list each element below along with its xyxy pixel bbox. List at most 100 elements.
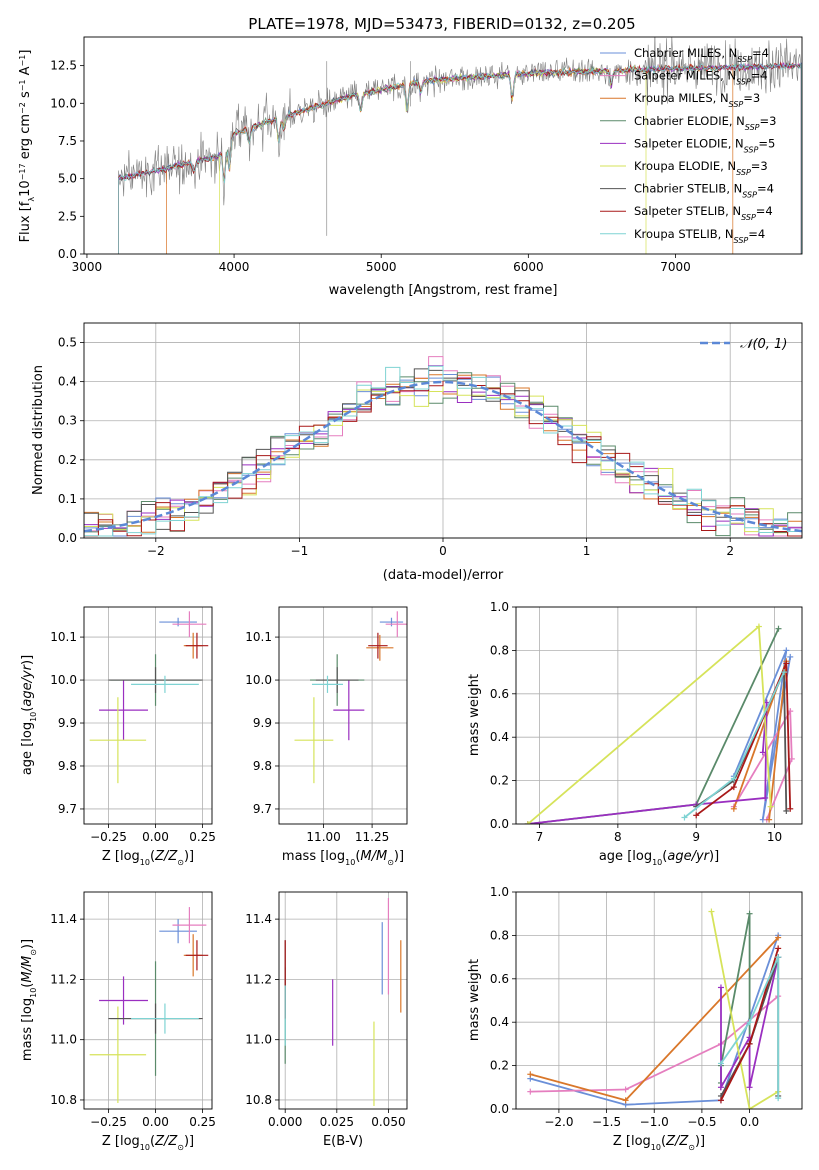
x-tick-label: 6000: [513, 260, 544, 274]
y-tick-label: 0.4: [490, 1015, 509, 1029]
label-part: ⊙: [29, 949, 38, 956]
axes-border: [515, 891, 803, 1110]
label-part: M/M: [360, 849, 387, 864]
z-age-axes: −0.25 0.00 0.25 9.7 9.8 9.9 10.0 10.1: [50, 606, 216, 844]
y-tick-label: 11.0: [245, 1033, 272, 1047]
y-tick-label: 5.0: [58, 172, 77, 186]
x-tick-label: 10: [767, 830, 782, 844]
label-part: ]: [18, 50, 33, 55]
legend-entry-tail: =3: [760, 114, 777, 128]
x-tick-label: −1: [291, 544, 309, 558]
axes-border: [83, 606, 213, 825]
figure-title: PLATE=1978, MJD=53473, FIBERID=0132, z=0…: [248, 15, 635, 33]
x-tick-label: 0.00: [142, 1115, 169, 1129]
x-tick-label: 7000: [660, 260, 691, 274]
x-tick-label: 0.0: [740, 1115, 759, 1129]
legend-entry-text: Chabrier ELODIE, N: [634, 114, 745, 128]
label-part: 10: [345, 858, 355, 867]
mass-weight-line: [733, 708, 793, 821]
x-axis-label: E(B-V): [323, 1134, 363, 1149]
y-axis-label: mass weight: [467, 959, 482, 1041]
z-weight-axes: −2.0 −1.5 −1.0 −0.5 0.0 0.0 0.2 0.4 0.6 0.8 1.0: [490, 885, 803, 1129]
label-part: ⊙: [387, 858, 394, 867]
spectrum-axes: 3000 4000 5000 6000 7000 0.0 2.5 5.0 7.5 10.0 12.5: [50, 36, 803, 274]
y-tick-label: 9.9: [58, 716, 77, 730]
label-part: age/yr: [20, 663, 35, 706]
label-part: age/yr: [667, 849, 710, 864]
y-tick-label: 10.0: [50, 96, 77, 110]
label-part: −1: [18, 79, 27, 91]
legend-entry: Kroupa STELIB, NSSP=4: [634, 227, 765, 245]
legend-entry: Chabrier STELIB, NSSP=4: [634, 182, 774, 200]
legend-entry-tail: =4: [752, 46, 769, 60]
label-part: )]: [709, 849, 719, 864]
y-tick-label: 0.6: [490, 972, 509, 986]
y-tick-label: 0.5: [58, 336, 77, 350]
label-part: (: [150, 849, 155, 864]
y-axis-label: Normed distribution: [31, 365, 46, 495]
label-part: 10: [651, 1143, 661, 1152]
label-part: Z/Z: [665, 1134, 689, 1149]
axes-frame: −2.0 −1.5 −1.0 −0.5 0.0 0.0 0.2 0.4 0.6 0.8 1.0: [490, 885, 803, 1129]
label-part: −1: [18, 55, 27, 67]
legend-entry: Salpeter ELODIE, NSSP=5: [634, 136, 775, 154]
mass-weight-line: [695, 663, 792, 817]
y-tick-label: 10.0: [245, 673, 272, 687]
y-tick-label: 9.8: [253, 759, 272, 773]
x-axis-label: wavelength [Angstrom, rest frame]: [329, 283, 558, 298]
y-tick-label: 9.7: [253, 802, 272, 816]
ebv-mass-axes: 0.000 0.025 0.050 10.8 11.0 11.2 11.4: [245, 891, 408, 1129]
histogram-step: [84, 365, 802, 538]
y-axis-label: Flux [fλ10−17 erg cm−2 s−1 A−1]: [18, 50, 36, 243]
x-axis-label: Z [log10(Z/Z⊙)]: [613, 1134, 705, 1152]
y-tick-label: 9.7: [58, 802, 77, 816]
label-part: )]: [184, 1134, 194, 1149]
label-part: Z/Z: [154, 1134, 178, 1149]
y-tick-label: 2.5: [58, 209, 77, 223]
legend-entry-tail: =3: [743, 91, 760, 105]
legend-entry-tail: =4: [756, 204, 773, 218]
y-tick-label: 0.4: [58, 375, 77, 389]
mass-weight-line: [527, 702, 768, 824]
residual-histogram-axes: −2 −1 0 1 2 0.0 0.1 0.2 0.3 0.4 0.5: [58, 322, 803, 558]
axes-border: [278, 891, 408, 1110]
y-tick-label: 0.3: [58, 414, 77, 428]
y-tick-label: 10.1: [245, 630, 272, 644]
label-part: 10: [652, 858, 662, 867]
x-axis-label: mass [log10(M/M⊙)]: [282, 849, 404, 867]
legend-entry-sub: SSP: [737, 55, 752, 64]
y-tick-label: 11.2: [50, 972, 77, 986]
model-spectrum-line: [118, 62, 802, 254]
label-part: ⊙: [177, 858, 184, 867]
x-tick-label: −2: [147, 544, 165, 558]
x-tick-label: −0.5: [687, 1115, 716, 1129]
label-part: (: [662, 849, 667, 864]
x-tick-label: 0: [439, 544, 447, 558]
y-tick-label: 11.4: [245, 912, 272, 926]
y-axis-label: age [log10(age/yr)]: [20, 655, 38, 775]
y-tick-label: 1.0: [490, 885, 509, 899]
legend-entry-sub: SSP: [741, 213, 756, 222]
x-tick-label: 0.050: [371, 1115, 405, 1129]
y-tick-label: 12.5: [50, 59, 77, 73]
label-part: M/M: [20, 956, 35, 983]
y-tick-label: 10.8: [50, 1093, 77, 1107]
x-tick-label: 0.25: [189, 830, 216, 844]
y-tick-label: 0.1: [58, 492, 77, 506]
label-part: −17: [18, 163, 27, 180]
label-part: (: [355, 849, 360, 864]
y-tick-label: 9.8: [58, 759, 77, 773]
y-tick-label: 11.0: [50, 1033, 77, 1047]
x-tick-label: 0.000: [268, 1115, 302, 1129]
y-axis-label: mass weight: [467, 674, 482, 756]
mass-weight-line: [710, 911, 779, 1109]
label-part: )]: [184, 849, 194, 864]
y-axis-label: mass [log10(M/M⊙)]: [20, 939, 38, 1061]
x-axis-label: Z [log10(Z/Z⊙)]: [102, 1134, 194, 1152]
x-tick-label: 0.025: [320, 1115, 354, 1129]
y-tick-label: 0.0: [58, 531, 77, 545]
plot-area: [89, 611, 209, 784]
legend-entry: Kroupa ELODIE, NSSP=3: [634, 159, 768, 177]
y-tick-label: 0.8: [490, 928, 509, 942]
